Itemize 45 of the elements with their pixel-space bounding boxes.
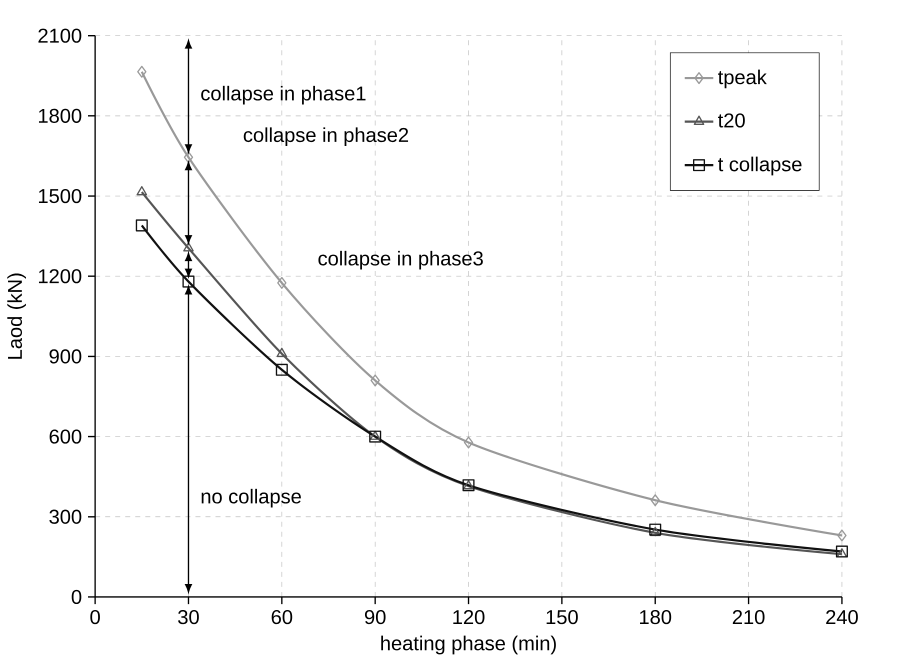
y-tick-label: 2100 (38, 28, 82, 43)
point (836, 548, 848, 558)
x-tick-label: 210 (732, 610, 765, 624)
x-tick-label: 150 (546, 610, 578, 624)
point (836, 546, 848, 558)
y-tick-label: 900 (50, 349, 82, 364)
legend-label: t collapse (718, 156, 802, 176)
x-tick-label: 90 (364, 610, 386, 624)
point (182, 276, 194, 288)
annotation: no collapse (202, 488, 301, 508)
y-tick-label: 1200 (38, 269, 82, 284)
y-tick-label: 1800 (38, 108, 82, 123)
point (183, 242, 194, 252)
point (137, 66, 146, 78)
point (370, 430, 380, 440)
point (369, 430, 382, 443)
x-tick-label: 120 (453, 610, 484, 624)
annotation: collapse in phase1 (201, 86, 366, 105)
point (136, 186, 148, 196)
x-tick-label: 180 (640, 610, 672, 624)
point (136, 219, 148, 232)
y-tick-label: 300 (49, 510, 82, 524)
y-tick-label: 1500 (38, 188, 82, 204)
annotation: collapse in phase3 (318, 250, 483, 270)
x-axis-title: heating phase (min) (381, 636, 556, 654)
y-axis-title: Laod (kN) (7, 274, 26, 359)
point (276, 364, 288, 376)
point (370, 374, 380, 387)
x-tick-label: 30 (178, 610, 199, 624)
x-tick-label: 0 (90, 610, 100, 624)
y-tick-label: 600 (50, 430, 82, 444)
annotation: collapse in phase2 (244, 127, 408, 146)
point (650, 494, 660, 506)
x-tick-label: 240 (826, 610, 858, 624)
point (650, 526, 661, 536)
point (649, 524, 662, 536)
x-tick-label: 60 (272, 610, 292, 624)
legend-label: t20 (718, 113, 745, 128)
y-tick-label: 0 (72, 590, 82, 604)
legend-label: tpeak (718, 70, 767, 88)
point (184, 151, 194, 164)
point (837, 529, 847, 542)
point (464, 436, 474, 449)
point (277, 276, 287, 289)
point (276, 348, 288, 358)
